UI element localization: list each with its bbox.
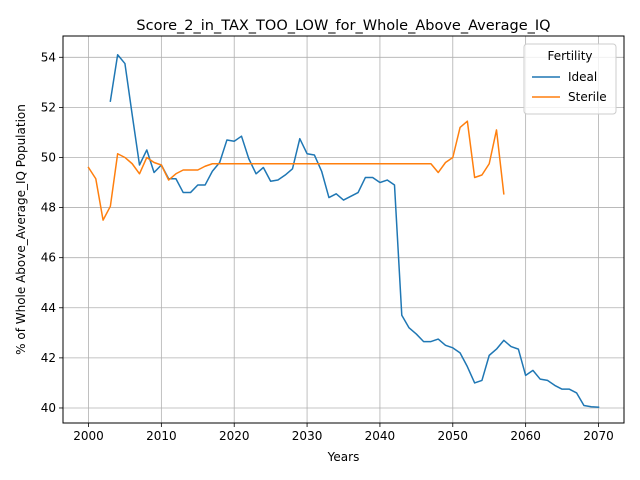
series-line-sterile: [87, 120, 505, 221]
series-layer: [87, 54, 600, 409]
chart-title: Score_2_in_TAX_TOO_LOW_for_Whole_Above_A…: [136, 18, 550, 34]
x-tick-label: 2020: [219, 429, 250, 443]
series-line-ideal: [109, 54, 600, 409]
x-tick-label: 2010: [146, 429, 177, 443]
x-tick-label: 2030: [292, 429, 323, 443]
y-tick-label: 42: [41, 351, 56, 365]
legend-title: Fertility: [547, 49, 592, 63]
x-axis-label: Years: [327, 450, 360, 464]
y-tick-label: 50: [41, 150, 56, 164]
y-tick-label: 40: [41, 401, 56, 415]
y-tick-label: 52: [41, 100, 56, 114]
legend-label-sterile: Sterile: [568, 90, 607, 104]
x-tick-label: 2060: [510, 429, 541, 443]
x-tick-label: 2050: [438, 429, 469, 443]
legend: Fertility Ideal Sterile: [523, 43, 617, 115]
x-tick-label: 2070: [583, 429, 614, 443]
x-axis: 2000 2010 2020 2030 2040 2050 2060 2070: [73, 423, 614, 443]
y-axis-label: % of Whole Above_Average_IQ Population: [14, 104, 28, 355]
axes-frame: [62, 35, 625, 424]
y-tick-label: 44: [41, 301, 56, 315]
legend-entries: Ideal Sterile: [532, 70, 607, 104]
y-tick-label: 48: [41, 201, 56, 215]
y-axis: 40 42 44 46 48 50 52 54: [41, 50, 63, 415]
y-tick-label: 46: [41, 251, 56, 265]
x-tick-label: 2000: [73, 429, 104, 443]
y-tick-label: 54: [41, 50, 56, 64]
legend-label-ideal: Ideal: [568, 70, 597, 84]
x-tick-label: 2040: [365, 429, 396, 443]
